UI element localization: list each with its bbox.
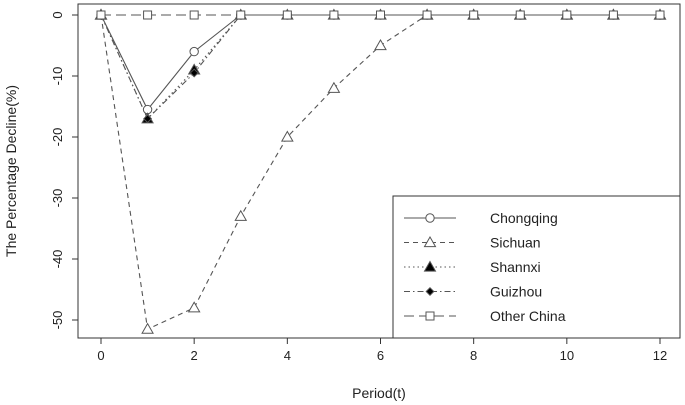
data-point [143, 114, 153, 124]
x-tick-label: 10 [560, 348, 574, 363]
legend-label: Chongqing [490, 210, 558, 226]
series-guizhou [100, 14, 660, 120]
y-tick-label: -50 [50, 311, 65, 330]
legend-item: Chongqing [404, 210, 558, 226]
y-axis-title: The Percentage Decline(%) [3, 85, 19, 257]
legend-marker [425, 213, 435, 223]
data-point [327, 81, 341, 93]
data-point [96, 10, 106, 20]
series-line [100, 14, 660, 111]
legend-marker [425, 286, 435, 297]
data-point [143, 10, 153, 20]
data-point [329, 10, 339, 20]
legend-marker [425, 311, 435, 321]
data-point [376, 10, 385, 20]
legend-item: Sichuan [404, 235, 541, 251]
x-tick-label: 0 [97, 348, 104, 363]
series-markers [96, 10, 665, 115]
data-point [608, 10, 618, 20]
plot-frame [77, 3, 681, 339]
x-tick-label: 2 [191, 348, 198, 363]
data-point [189, 10, 199, 20]
y-axis: 0 -10 -20 -30 -40 -50 [50, 11, 78, 329]
legend-marker [423, 235, 437, 248]
data-point [280, 130, 294, 142]
legend: Chongqing Sichuan Shannxi Guizhou Other Chin… [392, 195, 681, 339]
legend-label: Guizhou [490, 284, 542, 300]
y-tick-label: -20 [50, 128, 65, 147]
data-point [187, 301, 201, 313]
y-tick-label: -30 [50, 189, 65, 208]
x-axis-title: Period(t) [352, 385, 406, 401]
legend-item: Guizhou [404, 284, 542, 300]
data-point [282, 10, 292, 20]
legend-item: Other China [404, 308, 566, 324]
y-tick-label: -10 [50, 67, 65, 86]
legend-label: Shannxi [490, 259, 541, 275]
series-chongqing [100, 14, 660, 111]
x-tick-label: 4 [284, 348, 291, 363]
legend-label: Other China [490, 308, 566, 324]
data-point [562, 10, 572, 20]
series-markers [96, 10, 665, 20]
plot-border [77, 3, 681, 339]
y-tick-label: -40 [50, 250, 65, 269]
data-point [189, 68, 199, 78]
x-tick-label: 12 [653, 348, 667, 363]
series-layer [94, 8, 667, 334]
data-point [141, 322, 154, 334]
x-tick-label: 6 [377, 348, 384, 363]
series-line [100, 14, 660, 120]
y-tick-label: 0 [50, 11, 65, 18]
data-point [189, 46, 199, 57]
data-point [655, 10, 665, 20]
data-point [422, 10, 432, 20]
data-point [469, 10, 479, 20]
data-point [374, 38, 387, 51]
series-line [100, 14, 660, 120]
data-point [515, 10, 525, 20]
legend-marker [423, 260, 437, 272]
data-point [236, 10, 246, 20]
series-shannxi [100, 14, 660, 120]
legend-label: Sichuan [490, 235, 541, 251]
data-point [234, 209, 248, 221]
x-axis: 0 2 4 6 8 10 12 [97, 338, 667, 363]
legend-item: Shannxi [404, 259, 541, 275]
x-tick-label: 8 [470, 348, 477, 363]
series-markers [94, 8, 667, 124]
